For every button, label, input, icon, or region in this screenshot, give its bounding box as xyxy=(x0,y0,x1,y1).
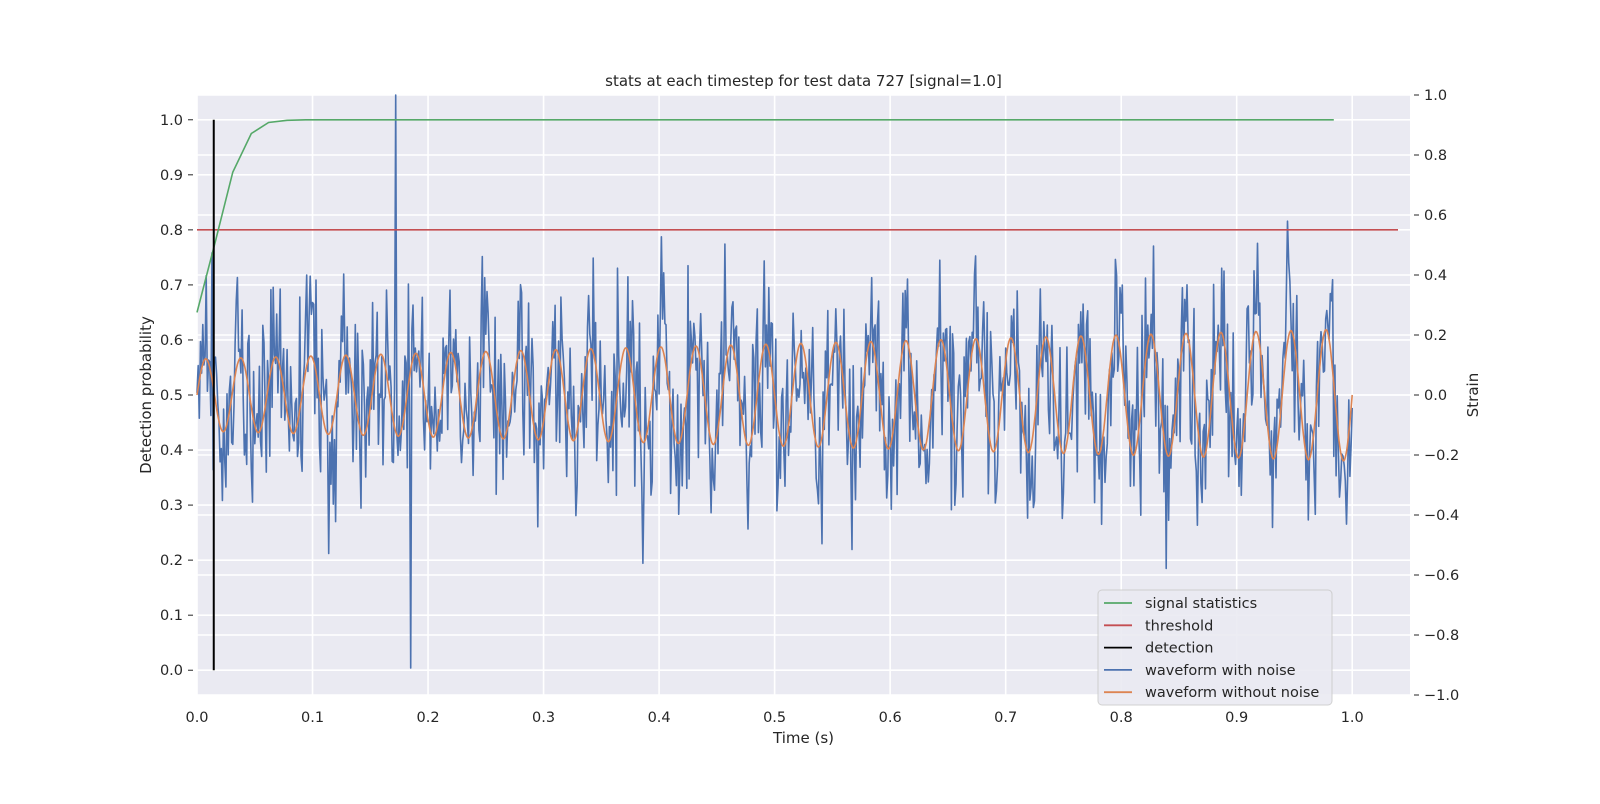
y-tick-label-left: 0.1 xyxy=(160,608,183,624)
y-tick-label-left: 0.0 xyxy=(160,663,183,679)
legend-entry-label: signal statistics xyxy=(1145,596,1257,612)
x-tick-label: 0.4 xyxy=(648,710,671,726)
y-tick-label-right: 0.8 xyxy=(1424,148,1447,164)
x-tick-label: 0.8 xyxy=(1110,710,1133,726)
y-tick-label-right: 0.0 xyxy=(1424,388,1447,404)
x-tick-label: 0.2 xyxy=(417,710,440,726)
y-tick-label-left: 0.8 xyxy=(160,223,183,239)
y-tick-label-right: −0.2 xyxy=(1424,448,1459,464)
y-tick-label-right: −0.6 xyxy=(1424,568,1459,584)
legend-entry-label: threshold xyxy=(1145,618,1213,634)
y-tick-label-left: 0.2 xyxy=(160,553,183,569)
x-tick-label: 0.6 xyxy=(879,710,902,726)
x-tick-label: 0.3 xyxy=(532,710,555,726)
series-signal-statistics xyxy=(196,119,1334,313)
y-tick-label-right: 0.2 xyxy=(1424,328,1447,344)
y-tick-label-right: −1.0 xyxy=(1424,688,1459,704)
y-tick-label-right: −0.8 xyxy=(1424,628,1459,644)
y-tick-label-left: 0.4 xyxy=(160,443,183,459)
y-tick-label-right: 0.4 xyxy=(1424,268,1447,284)
chart-title: stats at each timestep for test data 727… xyxy=(605,72,1002,90)
y-tick-label-left: 1.0 xyxy=(160,113,183,129)
y-axis-label-left: Detection probability xyxy=(137,316,155,474)
y-tick-label-right: 1.0 xyxy=(1424,88,1447,104)
y-tick-label-left: 0.5 xyxy=(160,388,183,404)
axes: 0.0 0.1 0.2 0.3 0.4 0.5 0.6 0.7 0.8 0.9 1.0 0.0 0.1 0… xyxy=(160,88,1459,726)
x-tick-label: 0.1 xyxy=(301,710,324,726)
y-tick-label-right: −0.4 xyxy=(1424,508,1459,524)
series-waveform-without-noise xyxy=(196,328,1353,462)
y-tick-label-left: 0.7 xyxy=(160,278,183,294)
x-axis-label: Time (s) xyxy=(772,729,834,747)
x-tick-label: 0.5 xyxy=(763,710,786,726)
x-tick-label: 0.0 xyxy=(185,710,208,726)
x-tick-label: 0.7 xyxy=(994,710,1017,726)
series-waveform-with-noise xyxy=(196,94,1353,669)
legend: signal statistics threshold detection wavef… xyxy=(1097,589,1333,706)
y-tick-label-right: 0.6 xyxy=(1424,208,1447,224)
legend-entry-label: detection xyxy=(1145,641,1213,657)
y-tick-label-left: 0.6 xyxy=(160,333,183,349)
y-tick-label-left: 0.9 xyxy=(160,168,183,184)
legend-entry-label: waveform with noise xyxy=(1145,663,1296,679)
x-tick-label: 1.0 xyxy=(1341,710,1364,726)
y-tick-label-left: 0.3 xyxy=(160,498,183,514)
legend-entry-label: waveform without noise xyxy=(1145,685,1319,701)
y-axis-label-right: Strain xyxy=(1464,373,1482,417)
x-tick-label: 0.9 xyxy=(1225,710,1248,726)
legend-box xyxy=(1097,589,1333,706)
series-layer xyxy=(196,94,1398,671)
